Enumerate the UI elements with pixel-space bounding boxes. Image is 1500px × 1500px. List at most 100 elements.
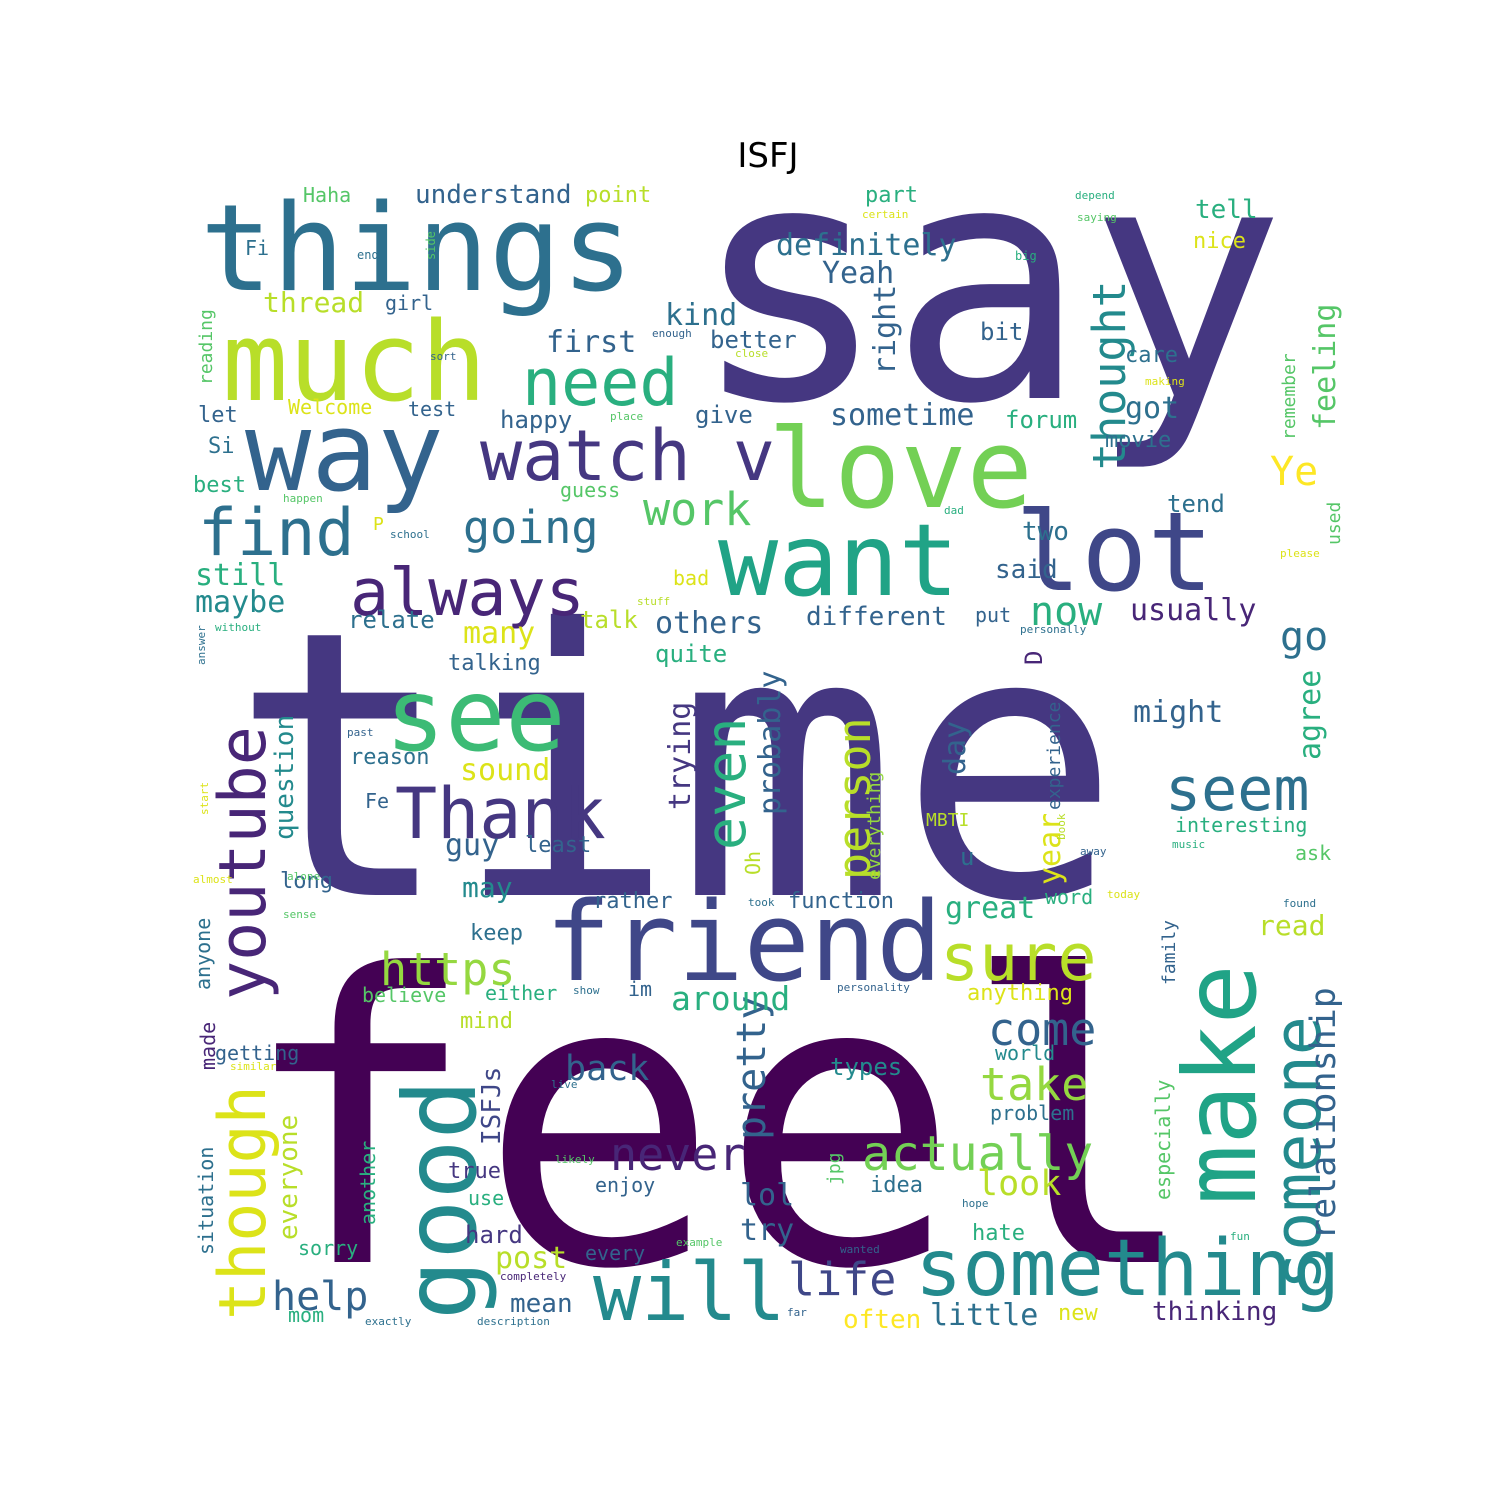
cloud-word-welcome: Welcome [288,395,372,419]
cloud-word-happy: happy [500,406,572,434]
cloud-word-now: now [1030,589,1103,635]
cloud-word-ask: ask [1295,841,1331,865]
cloud-word-hate: hate [972,1221,1025,1246]
cloud-word-made: made [196,1022,220,1070]
cloud-word-read: read [1258,909,1325,942]
cloud-word-fi: Fi [245,236,269,260]
cloud-word-word: word [1045,885,1093,909]
cloud-word-getting: getting [215,1041,299,1065]
cloud-word-family: family [1159,920,1180,985]
cloud-word-care: care [1125,343,1178,368]
cloud-word-trying: trying [663,702,698,810]
cloud-word-will: will [593,1246,786,1339]
cloud-word-personality: personality [837,981,910,994]
cloud-word-side: side [424,231,438,260]
cloud-word-friend: friend [545,878,942,1006]
cloud-word-mom: mom [288,1303,324,1327]
cloud-word-often: often [843,1305,921,1335]
cloud-word-question: question [270,715,300,840]
cloud-word-nice: nice [1193,229,1246,254]
cloud-word-took: took [748,896,775,909]
cloud-word-live: live [551,1078,578,1091]
cloud-word-girl: girl [385,291,433,315]
cloud-word-mbti: MBTI [926,810,969,831]
cloud-word-remember: remember [1279,353,1300,440]
cloud-word-going: going [463,501,598,554]
cloud-word-though: though [206,1085,281,1320]
cloud-word-enough: enough [652,327,692,340]
cloud-word-another: another [356,1141,380,1225]
cloud-word-today: today [1107,888,1140,901]
cloud-word-tell: tell [1195,195,1258,225]
cloud-word-point: point [585,183,651,208]
cloud-word-everyone: everyone [274,1115,304,1240]
cloud-word-year: year [1033,813,1068,885]
cloud-word-got: got [1125,391,1179,426]
cloud-word-thinking: thinking [1152,1297,1277,1327]
cloud-word-guess: guess [560,478,620,502]
cloud-word-least: least [525,833,591,858]
cloud-word-happen: happen [283,492,323,505]
cloud-word-rather: rather [593,889,672,914]
cloud-word-make: make [1162,964,1279,1205]
cloud-word-little: little [930,1298,1038,1333]
cloud-word-personally: personally [1020,623,1087,636]
cloud-word-bit: bit [980,318,1023,346]
cloud-word-watch-v: watch v [480,415,775,497]
cloud-word-kind: kind [665,298,737,333]
cloud-word-may: may [462,871,513,904]
cloud-word-start: start [198,782,211,815]
cloud-word-every: every [585,1241,645,1265]
cloud-word-everything: everything [864,772,885,880]
cloud-word-description: description [477,1315,550,1328]
cloud-word-two: two [1022,517,1069,547]
cloud-word-quite: quite [655,640,727,668]
cloud-word-love: love [768,405,1033,533]
cloud-word-first: first [546,325,636,360]
cloud-word-wanted: wanted [840,1243,880,1256]
cloud-word-day: day [938,721,973,775]
cloud-word-school: school [390,528,430,541]
cloud-word-used: used [1324,502,1345,545]
cloud-word-go: go [1280,614,1328,660]
cloud-word-thank: Thank [395,773,606,855]
cloud-word-talk: talk [580,606,638,634]
cloud-word-see: see [385,657,566,774]
cloud-word-completely: completely [500,1270,567,1283]
cloud-word-post: post [495,1241,567,1276]
cloud-word-let: let [198,403,238,428]
cloud-word-fun: fun [1230,1230,1250,1243]
cloud-word-test: test [408,397,456,421]
cloud-word-always: always [350,556,585,631]
cloud-word-close: close [735,347,768,360]
cloud-word-problem: problem [990,1101,1074,1125]
cloud-word-especially: especially [1151,1080,1175,1200]
cloud-word-lol: lol [740,1178,794,1213]
cloud-word-show: show [573,984,600,997]
cloud-word-things: things [200,180,633,319]
cloud-word-said: said [995,555,1058,585]
cloud-word-found: found [1283,897,1316,910]
cloud-word-away: away [1080,845,1107,858]
cloud-word-back: back [565,1049,649,1089]
cloud-word-seem: seem [1165,755,1310,825]
cloud-word-find: find [198,496,355,571]
cloud-word-movie: movie [1105,428,1171,453]
cloud-word-come: come [988,1003,1096,1056]
cloud-word-music: music [1172,838,1205,851]
cloud-word-thread: thread [263,286,364,319]
cloud-word-saying: saying [1077,211,1117,224]
cloud-word-jpg: jpg [824,1152,845,1185]
cloud-word-talking: talking [448,651,541,676]
cloud-word-forum: forum [1005,406,1077,434]
cloud-word-d: D [1020,651,1048,665]
cloud-word-without: without [215,621,261,634]
cloud-word-reading: reading [196,309,217,385]
cloud-word-definitely: definitely [776,228,957,263]
cloud-word-book: book [1055,813,1068,840]
cloud-word-others: others [655,606,763,641]
cloud-word-thought: thought [1083,280,1136,470]
cloud-word-either: either [485,981,557,1005]
cloud-word-sure: sure [940,921,1097,996]
cloud-word-lot: lot [1015,488,1214,616]
